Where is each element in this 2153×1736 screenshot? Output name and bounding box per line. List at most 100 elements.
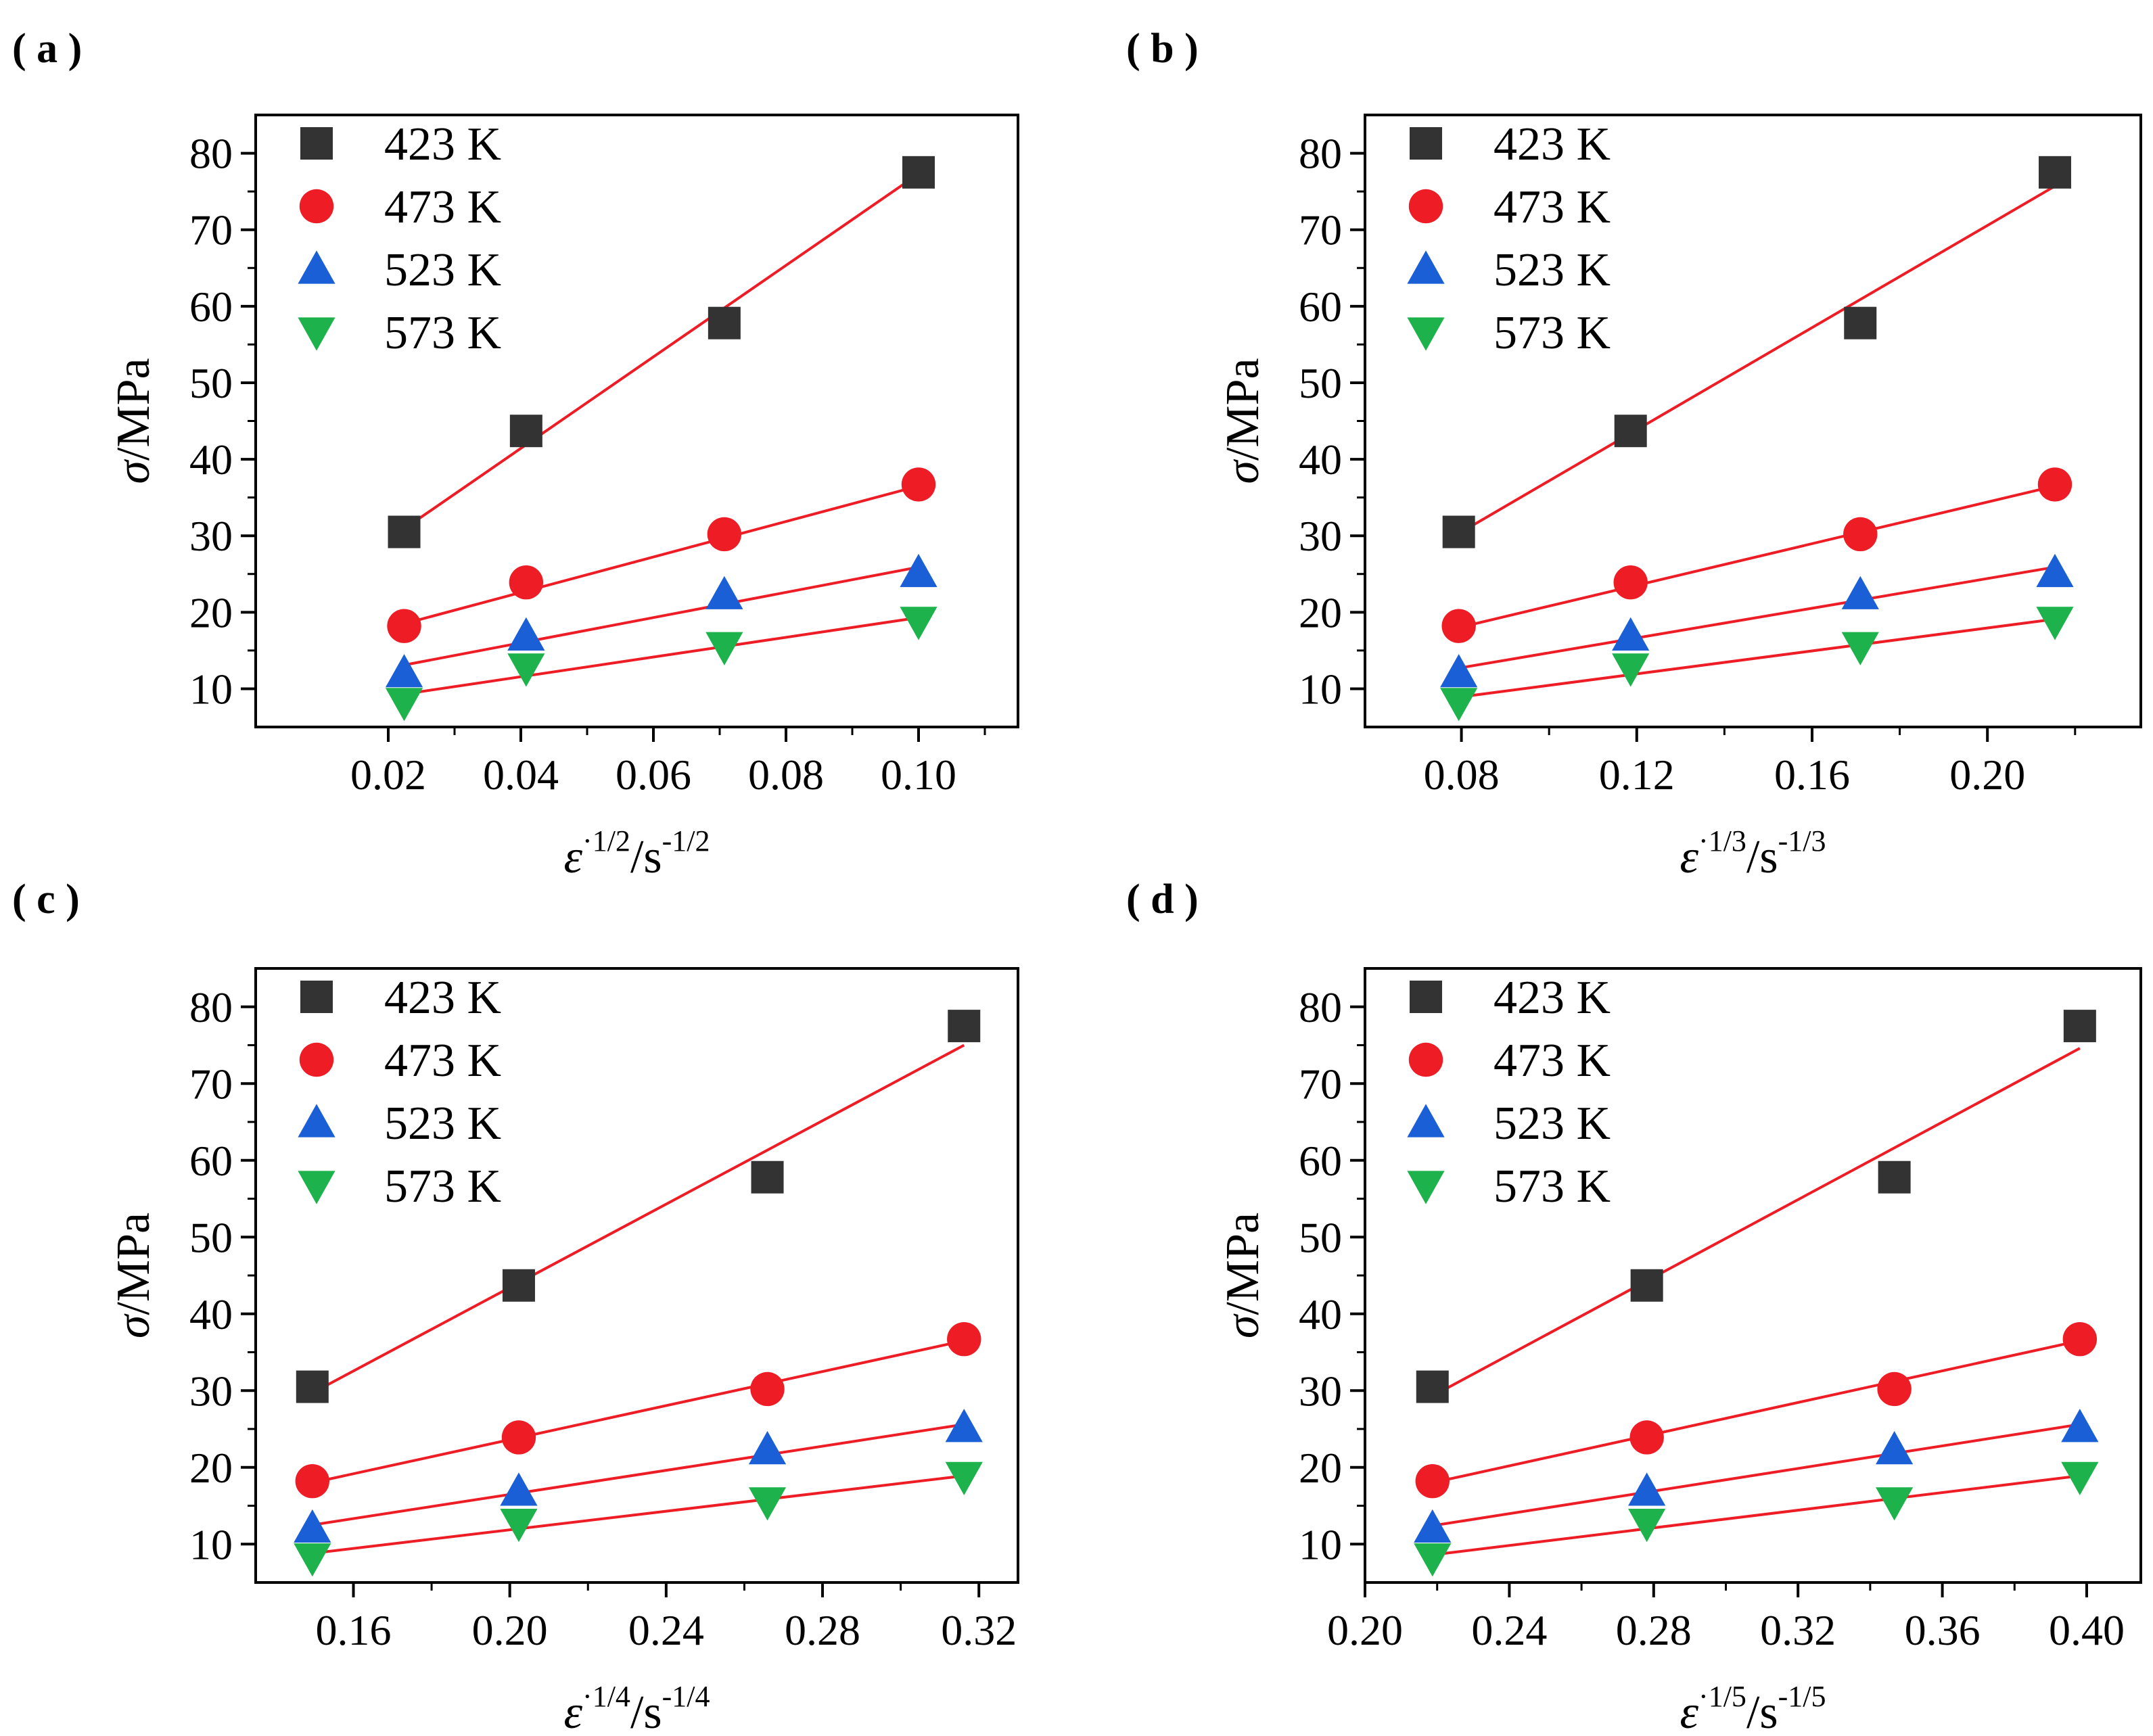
data-point <box>388 515 421 548</box>
data-point <box>1843 517 1878 552</box>
x-axis-title: ε·1/4/s-1/4 <box>563 1680 710 1736</box>
x-tick-label: 0.32 <box>941 1606 1017 1654</box>
legend-label: 523 K <box>1494 244 1611 296</box>
x-axis-title: ε·1/5/s-1/5 <box>1680 1680 1826 1736</box>
data-point <box>902 156 935 189</box>
y-axis-title: σ/MPa <box>108 1213 160 1338</box>
x-axis-title: ε·1/2/s-1/2 <box>563 824 710 883</box>
y-tick-label: 30 <box>1299 1367 1342 1415</box>
data-point <box>1629 1420 1664 1455</box>
data-point <box>900 607 937 640</box>
data-point <box>1628 1509 1666 1543</box>
x-tick-label: 0.20 <box>1327 1606 1403 1654</box>
y-tick-label: 40 <box>189 1290 233 1338</box>
x-tick-label: 0.20 <box>472 1606 548 1654</box>
y-axis-title: σ/MPa <box>1217 358 1269 484</box>
data-point <box>751 1160 784 1194</box>
data-point <box>2036 607 2074 640</box>
chart-panel: ( c ) 10 20 30 40 50 60 70 80 0.16 0.20 0.24 0.28 0.3… <box>12 876 1019 1736</box>
y-tick-label: 10 <box>189 665 233 713</box>
x-tick-label: 0.02 <box>350 751 426 799</box>
legend-label: 423 K <box>384 118 501 170</box>
legend-marker <box>1407 317 1445 351</box>
data-point <box>1630 1269 1663 1302</box>
x-tick-label: 0.08 <box>1424 751 1500 799</box>
data-point <box>1441 609 1476 643</box>
legend-label: 423 K <box>384 972 501 1024</box>
data-point <box>1841 632 1879 665</box>
data-point <box>707 517 742 552</box>
panel-label: ( a ) <box>12 26 82 72</box>
x-tick-label: 0.36 <box>1905 1606 1981 1654</box>
legend-marker <box>298 250 335 284</box>
legend-marker <box>299 1042 334 1077</box>
chart-panel: ( d ) 10 20 30 40 50 60 70 80 0.20 0.24 0.28 0.32 0.3… <box>1126 876 2142 1736</box>
data-point <box>507 617 545 651</box>
y-tick-label: 80 <box>189 983 233 1031</box>
plot-frame <box>1364 967 2142 1584</box>
y-tick-label: 50 <box>1299 359 1342 407</box>
legend-label: 473 K <box>1494 181 1611 233</box>
data-point <box>2037 467 2073 502</box>
y-tick-label: 40 <box>1299 1290 1342 1338</box>
data-point <box>705 632 743 665</box>
y-axis-title: σ/MPa <box>1217 1213 1269 1338</box>
x-tick-label: 0.20 <box>1949 751 2025 799</box>
x-tick-label: 0.40 <box>2049 1606 2125 1654</box>
y-tick-label: 80 <box>189 130 233 178</box>
y-tick-label: 30 <box>189 1367 233 1415</box>
panel-label: ( c ) <box>12 876 80 922</box>
data-point <box>509 565 544 600</box>
legend-label: 573 K <box>1494 1160 1611 1213</box>
fit-line <box>1432 1423 2081 1527</box>
data-point <box>900 553 937 588</box>
fit-line <box>1432 1339 2081 1484</box>
legend-label: 473 K <box>384 1035 501 1087</box>
x-tick-label: 0.08 <box>748 751 824 799</box>
y-tick-label: 50 <box>189 1213 233 1261</box>
data-point <box>750 1371 785 1407</box>
data-point <box>1440 688 1478 722</box>
fit-line <box>1458 185 2056 535</box>
x-tick-label: 0.24 <box>1471 1606 1547 1654</box>
data-point <box>948 1010 981 1043</box>
data-point <box>901 467 936 502</box>
y-tick-label: 20 <box>189 1444 233 1492</box>
data-point <box>1876 1487 1914 1521</box>
y-tick-label: 60 <box>1299 283 1342 331</box>
data-point <box>1414 1509 1452 1543</box>
x-tick-label: 0.28 <box>785 1606 860 1654</box>
legend-marker <box>298 1171 335 1204</box>
fit-line <box>404 616 919 696</box>
x-tick-label: 0.04 <box>483 751 559 799</box>
legend-marker <box>300 127 333 160</box>
x-tick-label: 0.32 <box>1760 1606 1836 1654</box>
y-tick-label: 60 <box>1299 1137 1342 1185</box>
x-tick-label: 0.16 <box>1774 751 1850 799</box>
legend-marker <box>299 189 334 224</box>
y-tick-label: 40 <box>1299 436 1342 484</box>
data-point <box>2038 156 2071 189</box>
x-tick-label: 0.16 <box>315 1606 391 1654</box>
y-tick-label: 60 <box>189 1137 233 1185</box>
legend-marker <box>1407 1171 1445 1204</box>
panel-label: ( b ) <box>1126 26 1199 72</box>
data-point <box>385 688 423 722</box>
fit-line <box>404 484 919 626</box>
legend-label: 523 K <box>1494 1098 1611 1150</box>
data-point <box>705 576 743 609</box>
legend-marker <box>298 1104 335 1137</box>
plot-frame <box>254 967 1019 1584</box>
data-point <box>294 1543 331 1577</box>
y-tick-label: 70 <box>189 206 233 254</box>
legend-label: 423 K <box>1494 972 1611 1024</box>
fit-line <box>312 1474 965 1555</box>
legend-marker <box>1410 981 1442 1013</box>
legend-marker <box>1407 1104 1445 1137</box>
fit-line <box>1458 565 2056 670</box>
data-point <box>1614 415 1647 448</box>
y-tick-label: 30 <box>189 512 233 560</box>
legend-marker <box>1410 127 1442 160</box>
data-point <box>2062 1322 2098 1357</box>
data-point <box>1416 1370 1449 1403</box>
